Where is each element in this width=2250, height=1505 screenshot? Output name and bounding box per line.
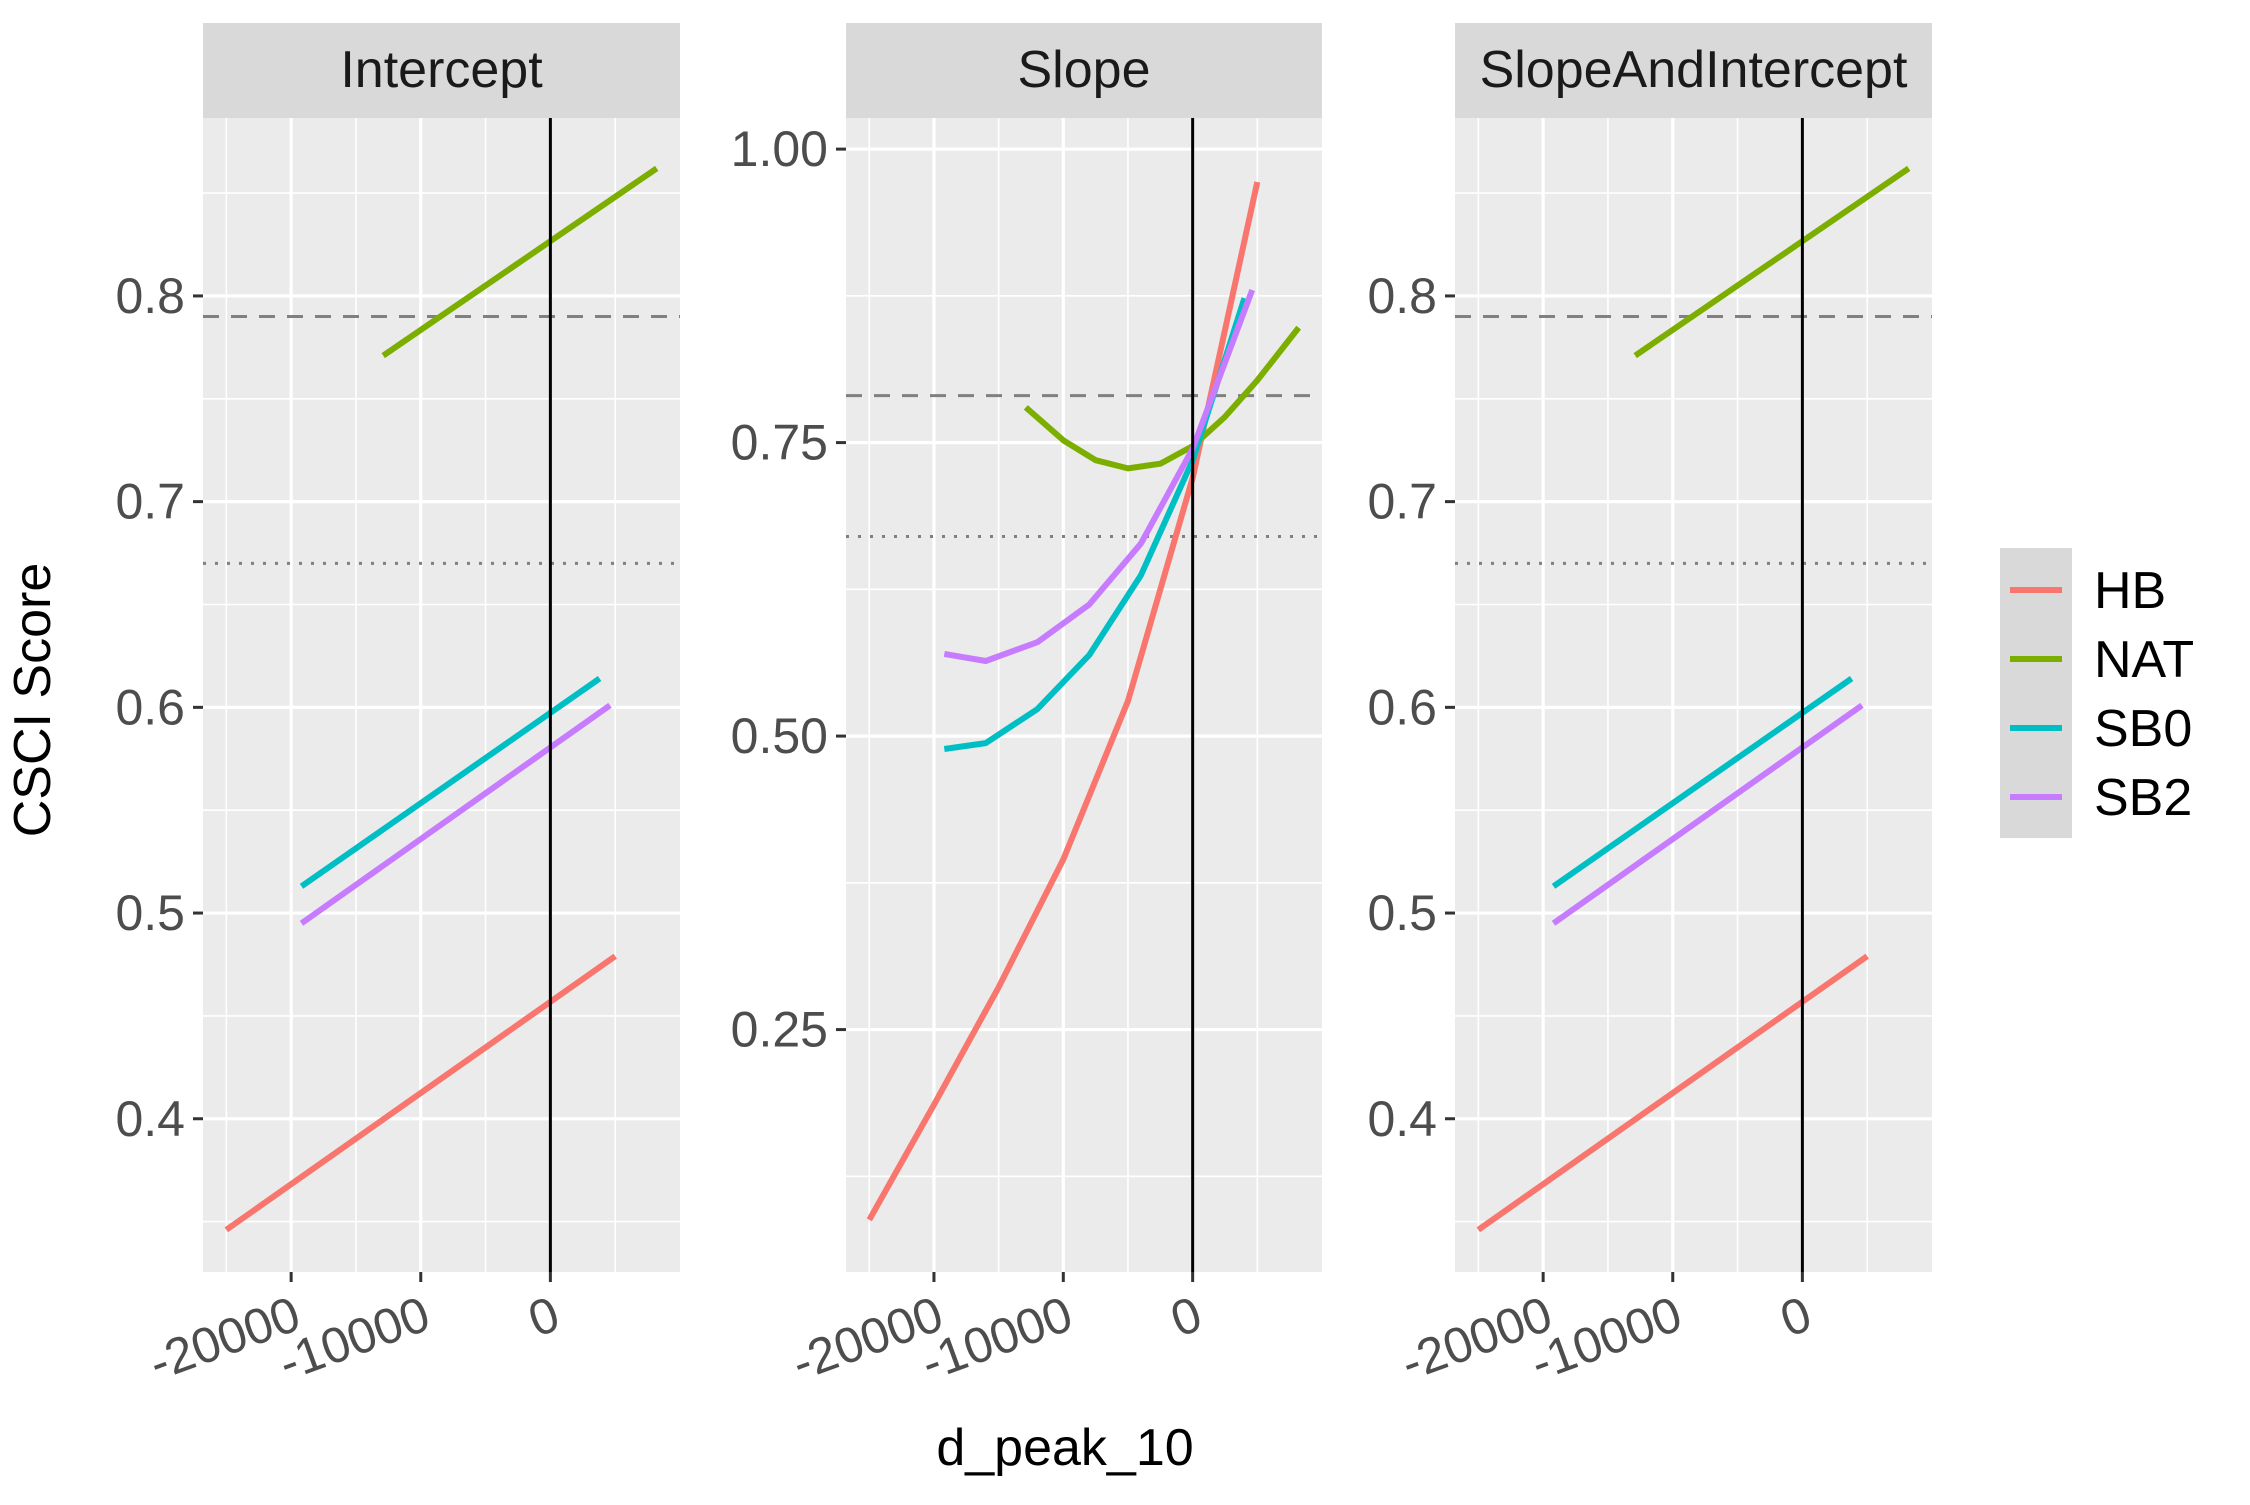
legend-entry-hb: HB (2010, 562, 2166, 620)
legend-key-background (2000, 548, 2072, 838)
y-tick-label: 0.8 (1367, 268, 1437, 324)
y-tick-label: 0.7 (1367, 474, 1437, 530)
series-line-nat (1023, 325, 1302, 472)
facet-strip (846, 23, 1322, 118)
facet-strip (203, 23, 680, 118)
series-line-sb2 (299, 702, 612, 926)
y-tick-label: 0.6 (1367, 679, 1437, 735)
y-tick-label: 0.4 (115, 1091, 185, 1147)
series-line-nat (1633, 165, 1911, 359)
legend-entry-nat: NAT (2010, 631, 2194, 689)
facet-strip-label: SlopeAndIntercept (1480, 41, 1908, 99)
x-tick-label: -10000 (914, 1286, 1079, 1392)
series-line-nat (381, 165, 659, 359)
y-tick-label: 0.5 (1367, 885, 1437, 941)
y-tick-label: 0.6 (115, 679, 185, 735)
legend-entry-sb0: SB0 (2010, 700, 2192, 758)
facet-strip-label: Intercept (340, 41, 543, 99)
y-tick-label: 0.8 (115, 268, 185, 324)
y-tick-label: 0.4 (1367, 1091, 1437, 1147)
panel-background (1455, 118, 1932, 1272)
x-tick-label: 0 (521, 1286, 566, 1348)
facet-strip (1455, 23, 1932, 118)
panel-background (203, 118, 680, 1272)
legend-label: NAT (2094, 631, 2194, 689)
x-tick-label: 0 (1163, 1286, 1208, 1348)
y-tick-label: 0.7 (115, 474, 185, 530)
x-tick-label: -10000 (271, 1286, 436, 1392)
facet-strip-label: Slope (1018, 41, 1151, 99)
x-axis-title: d_peak_10 (936, 1419, 1193, 1477)
y-axis-title: CSCI Score (4, 563, 62, 838)
y-tick-label: 0.25 (731, 1002, 828, 1058)
y-tick-label: 0.50 (731, 708, 828, 764)
y-tick-label: 0.75 (731, 415, 828, 471)
legend-label: HB (2094, 562, 2166, 620)
x-tick-label: -10000 (1523, 1286, 1688, 1392)
y-tick-label: 1.00 (731, 121, 828, 177)
legend: HB NAT SB0 SB2 (2000, 548, 2194, 838)
legend-label: SB2 (2094, 769, 2192, 827)
series-line-sb2 (1551, 702, 1864, 926)
facet-panel-3: SlopeAndIntercept0.40.50.60.70.8-20000-1… (1367, 23, 1932, 1391)
legend-entry-sb2: SB2 (2010, 769, 2192, 827)
y-tick-label: 0.5 (115, 885, 185, 941)
legend-label: SB0 (2094, 700, 2192, 758)
x-tick-label: 0 (1773, 1286, 1818, 1348)
